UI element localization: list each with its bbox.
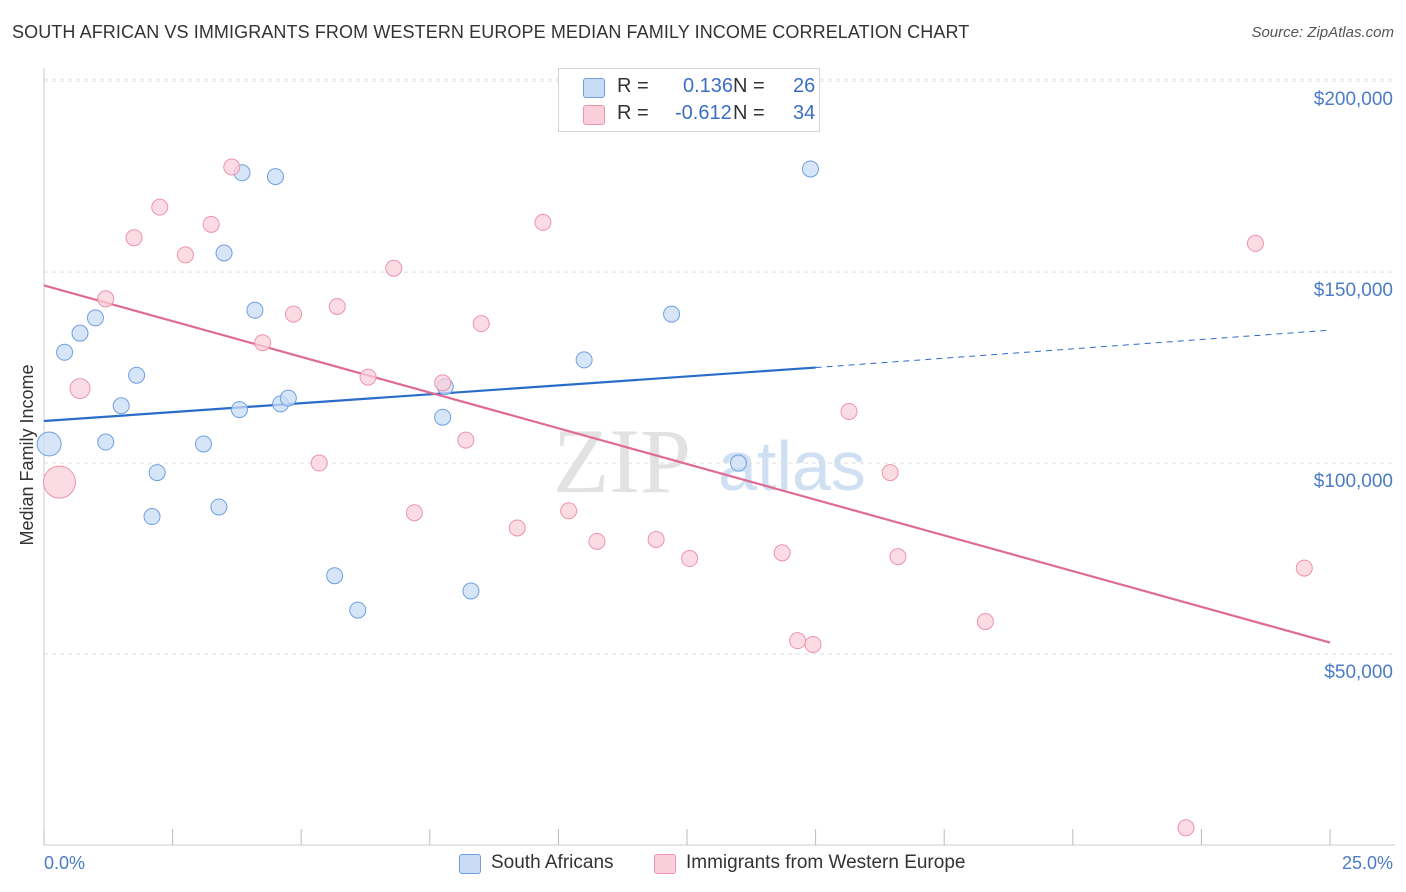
point-south-african	[148, 464, 166, 482]
y-tick-label-150000: $150,000	[1314, 280, 1393, 301]
point-south-african	[143, 508, 161, 526]
point-western-europe	[151, 198, 169, 216]
point-south-african	[36, 431, 62, 457]
legend-r-label: R =	[617, 102, 649, 124]
legend-n-label: N =	[733, 102, 765, 124]
point-western-europe	[804, 635, 822, 653]
point-western-europe	[976, 613, 994, 631]
legend-n-value: 26	[793, 75, 816, 97]
point-south-african	[279, 389, 297, 407]
trend-line-extension	[815, 329, 1331, 369]
point-western-europe	[889, 548, 907, 566]
y-tick-label-100000: $100,000	[1314, 471, 1393, 492]
point-south-african	[462, 582, 480, 600]
point-south-african	[215, 244, 233, 262]
legend-swatch-pink	[654, 854, 676, 874]
point-western-europe	[125, 229, 143, 247]
legend-r-value: -0.612	[675, 102, 732, 124]
grid	[44, 78, 1395, 655]
legend-n-label: N =	[733, 75, 765, 97]
point-western-europe	[202, 215, 220, 233]
y-tick-label-200000: $200,000	[1314, 89, 1393, 110]
legend-label: Immigrants from Western Europe	[686, 852, 966, 873]
point-south-african	[112, 397, 130, 415]
legend-label: South Africans	[491, 852, 614, 873]
point-western-europe	[176, 246, 194, 264]
point-western-europe	[385, 259, 403, 277]
trend-line-south-africans	[43, 366, 816, 423]
point-western-europe	[405, 504, 423, 522]
point-western-europe	[69, 378, 91, 400]
point-western-europe	[97, 290, 115, 308]
point-south-african	[326, 567, 344, 585]
watermark-zip: ZIP	[553, 410, 691, 512]
point-western-europe	[457, 431, 475, 449]
correlation-legend: R = 0.136 N = 26 R = -0.612 N = 34	[558, 68, 820, 132]
point-south-african	[71, 324, 89, 342]
x-tick-label-1: 25.0%	[1342, 853, 1393, 873]
point-western-europe	[789, 632, 807, 650]
point-western-europe	[284, 305, 302, 323]
point-western-europe	[328, 297, 346, 315]
data-points	[36, 158, 1313, 837]
point-western-europe	[434, 374, 452, 392]
legend-r-label: R =	[617, 75, 649, 97]
point-south-african	[246, 301, 264, 319]
point-western-europe	[534, 213, 552, 231]
point-western-europe	[508, 519, 526, 537]
point-western-europe	[1295, 559, 1313, 577]
source-label: Source: ZipAtlas.com	[1251, 24, 1394, 41]
legend-swatch-pink	[583, 105, 605, 125]
point-western-europe	[1246, 234, 1264, 252]
legend-n-value: 34	[793, 102, 816, 124]
y-axis-label: Median Family Income	[17, 364, 37, 545]
legend-r-value: 0.136	[683, 75, 734, 97]
point-south-african	[194, 435, 212, 453]
point-south-african	[801, 160, 819, 178]
point-south-african	[266, 168, 284, 186]
point-south-african	[97, 433, 115, 451]
point-western-europe	[359, 368, 377, 386]
axes	[43, 68, 1395, 846]
trend-lines	[43, 284, 1331, 644]
y-tick-label-50000: $50,000	[1324, 662, 1393, 683]
point-south-african	[434, 408, 452, 426]
point-south-african	[86, 309, 104, 327]
legend-swatch-blue	[459, 854, 481, 874]
point-south-african	[230, 401, 248, 419]
point-western-europe	[223, 158, 241, 176]
trend-line-western-europe	[43, 284, 1331, 644]
watermark: ZIP atlas	[553, 410, 866, 512]
point-south-african	[575, 351, 593, 369]
point-south-african	[210, 498, 228, 516]
point-western-europe	[647, 530, 665, 548]
point-western-europe	[773, 544, 791, 562]
point-western-europe	[881, 464, 899, 482]
point-western-europe	[1177, 819, 1195, 837]
point-south-african	[349, 601, 367, 619]
point-south-african	[663, 305, 681, 323]
point-western-europe	[560, 502, 578, 520]
point-western-europe	[254, 334, 272, 352]
point-south-african	[128, 366, 146, 384]
point-western-europe	[588, 532, 606, 550]
x-tick-label-0: 0.0%	[44, 853, 85, 873]
point-south-african	[56, 343, 74, 361]
point-western-europe	[310, 454, 328, 472]
point-western-europe	[681, 550, 699, 568]
legend-swatch-blue	[583, 78, 605, 98]
point-south-african	[729, 454, 747, 472]
chart-title: SOUTH AFRICAN VS IMMIGRANTS FROM WESTERN…	[12, 22, 970, 42]
point-western-europe	[42, 465, 76, 499]
point-western-europe	[840, 402, 858, 420]
point-western-europe	[472, 315, 490, 333]
